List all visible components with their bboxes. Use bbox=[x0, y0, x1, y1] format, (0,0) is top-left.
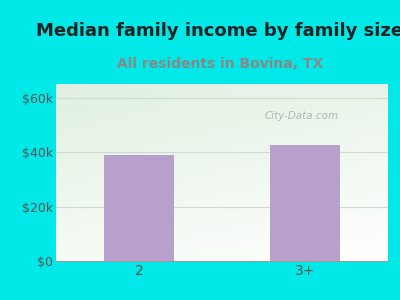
Bar bbox=[270, 145, 340, 261]
Text: City-Data.com: City-Data.com bbox=[265, 111, 339, 121]
Text: Median family income by family size: Median family income by family size bbox=[36, 22, 400, 40]
Text: All residents in Bovina, TX: All residents in Bovina, TX bbox=[117, 58, 323, 71]
Bar bbox=[104, 155, 174, 261]
